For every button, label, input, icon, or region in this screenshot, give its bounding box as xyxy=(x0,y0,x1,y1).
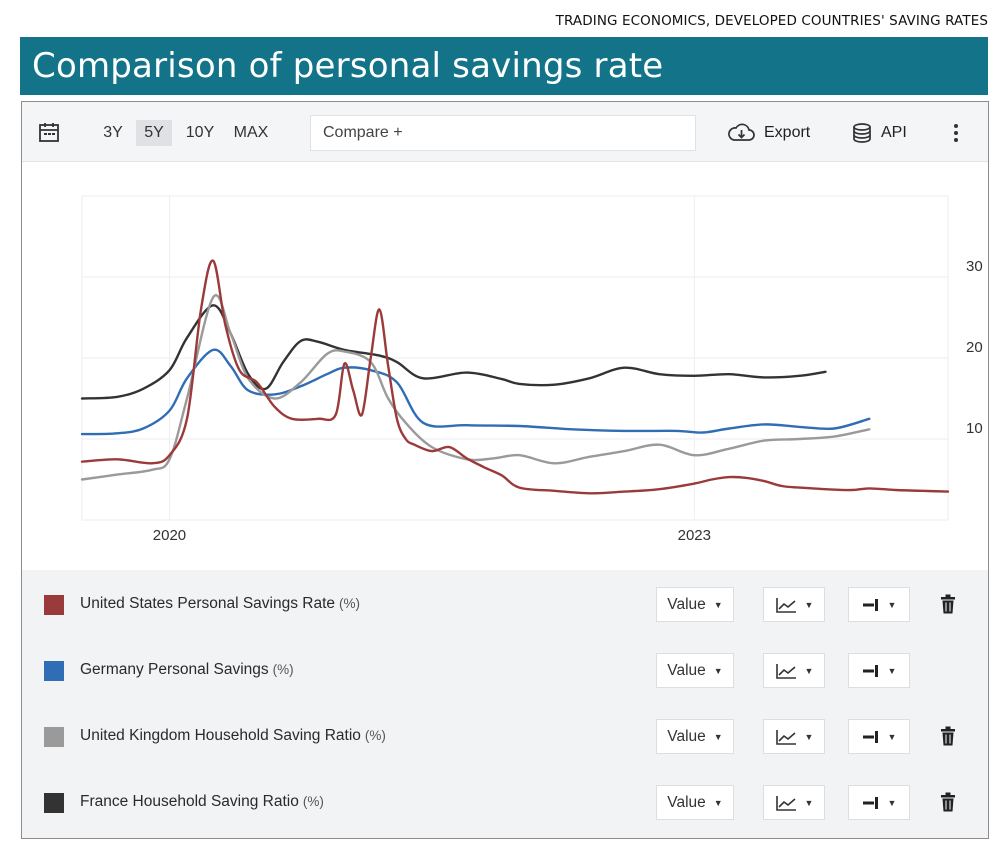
trash-icon[interactable] xyxy=(940,726,956,746)
right-axis-icon xyxy=(862,664,878,677)
value-dropdown[interactable]: Value ▼ xyxy=(656,719,734,754)
series-label: United States Personal Savings Rate (%) xyxy=(80,595,360,613)
compare-input[interactable]: Compare + xyxy=(310,115,696,151)
chevron-down-icon: ▼ xyxy=(804,599,814,610)
series-unit: (%) xyxy=(339,596,361,611)
value-dropdown[interactable]: Value ▼ xyxy=(656,587,734,622)
value-dropdown-label: Value xyxy=(667,793,706,811)
line-chart: 10 20 30 2020 2023 xyxy=(80,195,983,544)
chevron-down-icon: ▼ xyxy=(713,797,723,808)
range-10y-button[interactable]: 10Y xyxy=(185,124,215,141)
chevron-down-icon: ▼ xyxy=(804,665,814,676)
x-tick-label: 2020 xyxy=(153,527,186,544)
x-tick-label: 2023 xyxy=(678,527,711,544)
series-line-france-household-saving-ratio xyxy=(80,304,827,400)
axis-dropdown[interactable]: ▼ xyxy=(848,719,910,754)
series-name: Germany Personal Savings xyxy=(80,661,269,678)
value-dropdown-label: Value xyxy=(667,661,706,679)
cloud-download-icon xyxy=(728,123,755,141)
line-chart-icon xyxy=(775,795,796,811)
series-color-swatch[interactable] xyxy=(44,793,64,813)
export-button[interactable]: Export xyxy=(726,120,810,146)
y-tick-label: 30 xyxy=(966,258,983,275)
series-color-swatch[interactable] xyxy=(44,595,64,615)
chevron-down-icon: ▼ xyxy=(887,797,897,808)
series-line-united-states-personal-savings-rate xyxy=(80,259,950,495)
line-chart-icon xyxy=(775,597,796,613)
value-dropdown[interactable]: Value ▼ xyxy=(656,653,734,688)
legend-row: Germany Personal Savings (%) Value ▼ ▼ ▼ xyxy=(22,638,988,704)
chevron-down-icon: ▼ xyxy=(804,731,814,742)
chart-area: 10 20 30 2020 2023 xyxy=(22,162,988,570)
chart-type-dropdown[interactable]: ▼ xyxy=(763,587,825,622)
export-label: Export xyxy=(764,124,811,141)
chart-type-dropdown[interactable]: ▼ xyxy=(763,653,825,688)
series-unit: (%) xyxy=(364,728,386,743)
page-title: Comparison of personal savings rate xyxy=(20,37,988,95)
api-label: API xyxy=(881,124,907,141)
series-line-united-kingdom-household-saving-ratio xyxy=(80,294,871,481)
legend-row: United Kingdom Household Saving Ratio (%)… xyxy=(22,704,988,770)
series-unit: (%) xyxy=(272,662,294,677)
series-color-swatch[interactable] xyxy=(44,661,64,681)
value-dropdown[interactable]: Value ▼ xyxy=(656,785,734,820)
value-dropdown-label: Value xyxy=(667,595,706,613)
chart-toolbar: 3Y 5Y 10Y MAX Compare + Export API xyxy=(22,102,988,162)
chart-type-dropdown[interactable]: ▼ xyxy=(763,719,825,754)
y-tick-label: 10 xyxy=(966,420,983,437)
axis-dropdown[interactable]: ▼ xyxy=(848,785,910,820)
chevron-down-icon: ▼ xyxy=(804,797,814,808)
line-chart-icon xyxy=(775,663,796,679)
chevron-down-icon: ▼ xyxy=(713,599,723,610)
chevron-down-icon: ▼ xyxy=(887,599,897,610)
range-3y-button[interactable]: 3Y xyxy=(103,124,123,141)
series-name: France Household Saving Ratio xyxy=(80,793,299,810)
series-name: United States Personal Savings Rate xyxy=(80,595,336,612)
series-unit: (%) xyxy=(302,794,324,809)
axis-dropdown[interactable]: ▼ xyxy=(848,587,910,622)
series-name: United Kingdom Household Saving Ratio xyxy=(80,727,361,744)
y-tick-label: 20 xyxy=(966,339,983,356)
axis-dropdown[interactable]: ▼ xyxy=(848,653,910,688)
chevron-down-icon: ▼ xyxy=(713,665,723,676)
trash-icon[interactable] xyxy=(940,594,956,614)
more-options-icon[interactable] xyxy=(952,122,960,144)
value-dropdown-label: Value xyxy=(667,727,706,745)
chevron-down-icon: ▼ xyxy=(887,665,897,676)
legend-row: France Household Saving Ratio (%) Value ▼ ▼ ▼ xyxy=(22,770,988,836)
right-axis-icon xyxy=(862,796,878,809)
chevron-down-icon: ▼ xyxy=(887,731,897,742)
series-label: United Kingdom Household Saving Ratio (%) xyxy=(80,727,386,745)
legend-row: United States Personal Savings Rate (%) Va… xyxy=(22,572,988,638)
range-5y-button[interactable]: 5Y xyxy=(136,120,172,146)
range-max-button[interactable]: MAX xyxy=(233,124,269,141)
chart-type-dropdown[interactable]: ▼ xyxy=(763,785,825,820)
source-caption: TRADING ECONOMICS, DEVELOPED COUNTRIES' … xyxy=(555,13,988,29)
api-button[interactable]: API xyxy=(851,120,907,146)
trash-icon[interactable] xyxy=(940,792,956,812)
chevron-down-icon: ▼ xyxy=(713,731,723,742)
calendar-icon[interactable] xyxy=(38,121,60,143)
chart-panel: 3Y 5Y 10Y MAX Compare + Export API 10 20 3… xyxy=(21,101,989,839)
series-label: France Household Saving Ratio (%) xyxy=(80,793,324,811)
right-axis-icon xyxy=(862,730,878,743)
right-axis-icon xyxy=(862,598,878,611)
series-label: Germany Personal Savings (%) xyxy=(80,661,294,679)
line-chart-icon xyxy=(775,729,796,745)
series-line-germany-personal-savings xyxy=(80,348,871,436)
legend-panel: United States Personal Savings Rate (%) Va… xyxy=(22,570,988,838)
series-color-swatch[interactable] xyxy=(44,727,64,747)
database-icon xyxy=(853,123,871,143)
